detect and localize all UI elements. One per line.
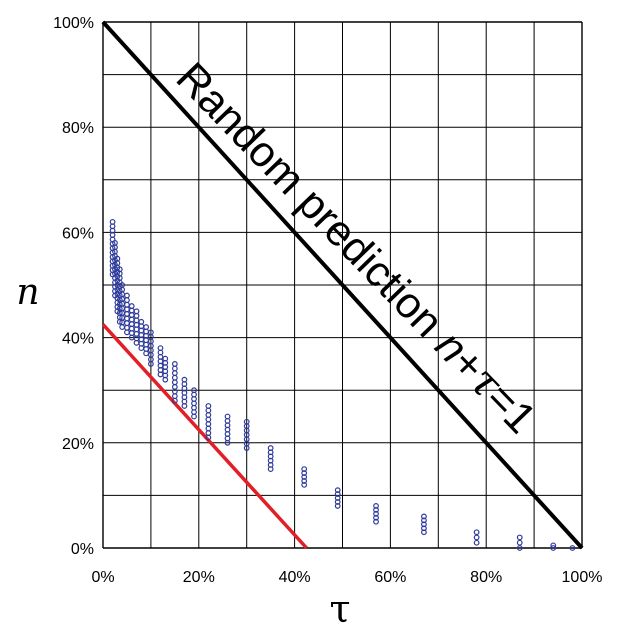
data-point <box>191 387 197 394</box>
x-tick-label: 0% <box>91 569 114 586</box>
data-point <box>143 324 150 330</box>
data-point <box>373 510 379 517</box>
data-point <box>116 266 123 273</box>
y-tick-label: 60% <box>62 225 94 242</box>
data-point <box>516 545 523 551</box>
data-point <box>550 545 557 551</box>
data-point <box>334 503 341 509</box>
data-point <box>114 255 121 262</box>
data-point <box>473 539 480 546</box>
tick-labels: 0% 20% 40% 60% 80% 100% 0% 20% 40% 60% 80% 100% <box>53 15 602 586</box>
data-point <box>301 478 308 484</box>
data-point <box>162 355 169 362</box>
data-point <box>205 403 212 409</box>
grid <box>102 21 583 549</box>
data-point <box>421 525 427 532</box>
x-axis-label: τ <box>329 587 350 631</box>
y-tick-label: 40% <box>62 331 94 348</box>
x-tick-label: 80% <box>470 569 502 586</box>
data-point <box>171 361 178 367</box>
bound-line <box>101 323 308 550</box>
data-point <box>473 534 480 541</box>
y-tick-label: 20% <box>62 436 94 453</box>
data-point <box>181 376 188 383</box>
data-point <box>421 513 427 520</box>
data-point <box>243 418 250 425</box>
reference-lines <box>101 20 584 550</box>
data-point <box>147 329 154 336</box>
data-point <box>138 318 145 325</box>
data-point <box>133 308 140 315</box>
data-point <box>119 282 126 288</box>
y-axis-label: n <box>16 272 39 313</box>
x-tick-label: 40% <box>279 569 311 586</box>
data-point <box>128 303 135 309</box>
data-point <box>334 487 341 494</box>
data-point <box>421 517 427 524</box>
data-point <box>157 345 164 352</box>
data-point <box>569 545 576 551</box>
x-tick-label: 60% <box>374 569 406 586</box>
y-tick-label: 100% <box>53 15 94 32</box>
data-point <box>373 506 379 513</box>
data-point <box>373 518 379 525</box>
y-tick-label: 0% <box>71 541 94 558</box>
data-point <box>301 470 308 476</box>
data-point <box>301 481 308 488</box>
random-line <box>101 20 584 550</box>
data-point <box>373 514 379 521</box>
data-point <box>516 539 523 546</box>
data-point <box>301 474 308 480</box>
y-tick-label: 80% <box>62 120 94 137</box>
data-point <box>334 491 341 497</box>
x-tick-label: 100% <box>562 569 603 586</box>
data-point <box>421 529 427 536</box>
data-point <box>421 521 427 528</box>
data-point <box>473 529 480 536</box>
data-point <box>334 499 341 505</box>
data-point <box>267 445 274 451</box>
data-point <box>109 218 116 225</box>
data-point <box>516 534 523 541</box>
data-point <box>373 503 379 509</box>
data-point <box>112 240 118 246</box>
x-tick-label: 20% <box>183 569 215 586</box>
data-point <box>301 466 308 473</box>
data-point <box>550 542 557 549</box>
data-point <box>224 413 231 420</box>
data-points <box>109 218 576 551</box>
data-point <box>124 292 130 299</box>
data-point <box>334 495 341 501</box>
